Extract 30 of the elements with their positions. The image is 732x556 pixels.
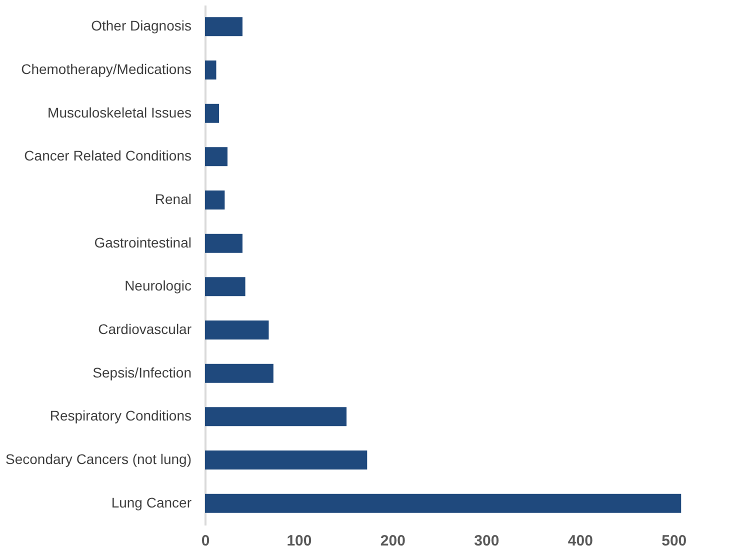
y-tick-label: Cardiovascular [98, 321, 192, 337]
y-tick-label: Cancer Related Conditions [24, 148, 192, 164]
bar [205, 147, 228, 166]
y-tick-label: Renal [154, 191, 192, 207]
y-tick-label: Chemotherapy/Medications [21, 61, 192, 77]
x-tick-label: 100 [286, 532, 312, 550]
bar [205, 320, 269, 340]
bar [205, 407, 347, 426]
bar [205, 60, 216, 80]
x-tick-label: 0 [201, 532, 210, 550]
y-tick-label: Lung Cancer [111, 494, 192, 510]
y-tick-label: Gastrointestinal [94, 234, 192, 250]
x-tick-label: 200 [380, 532, 406, 550]
x-tick-label: 500 [662, 532, 687, 550]
x-tick-label: 400 [568, 532, 593, 550]
y-tick-label: Musculoskeletal Issues [48, 104, 192, 120]
y-tick-label: Secondary Cancers (not lung) [6, 451, 192, 467]
y-tick-label: Respiratory Conditions [50, 408, 192, 424]
bar [205, 17, 242, 36]
x-tick-label: 300 [474, 532, 500, 550]
bar [205, 450, 368, 470]
y-tick-label: Sepsis/Infection [92, 364, 192, 380]
bar [205, 234, 242, 253]
bar [205, 277, 246, 296]
bar [205, 104, 220, 123]
bar [205, 190, 225, 210]
y-tick-label: Other Diagnosis [91, 18, 192, 34]
bar [205, 494, 682, 513]
bar [205, 364, 274, 383]
y-tick-label: Neurologic [124, 278, 192, 294]
